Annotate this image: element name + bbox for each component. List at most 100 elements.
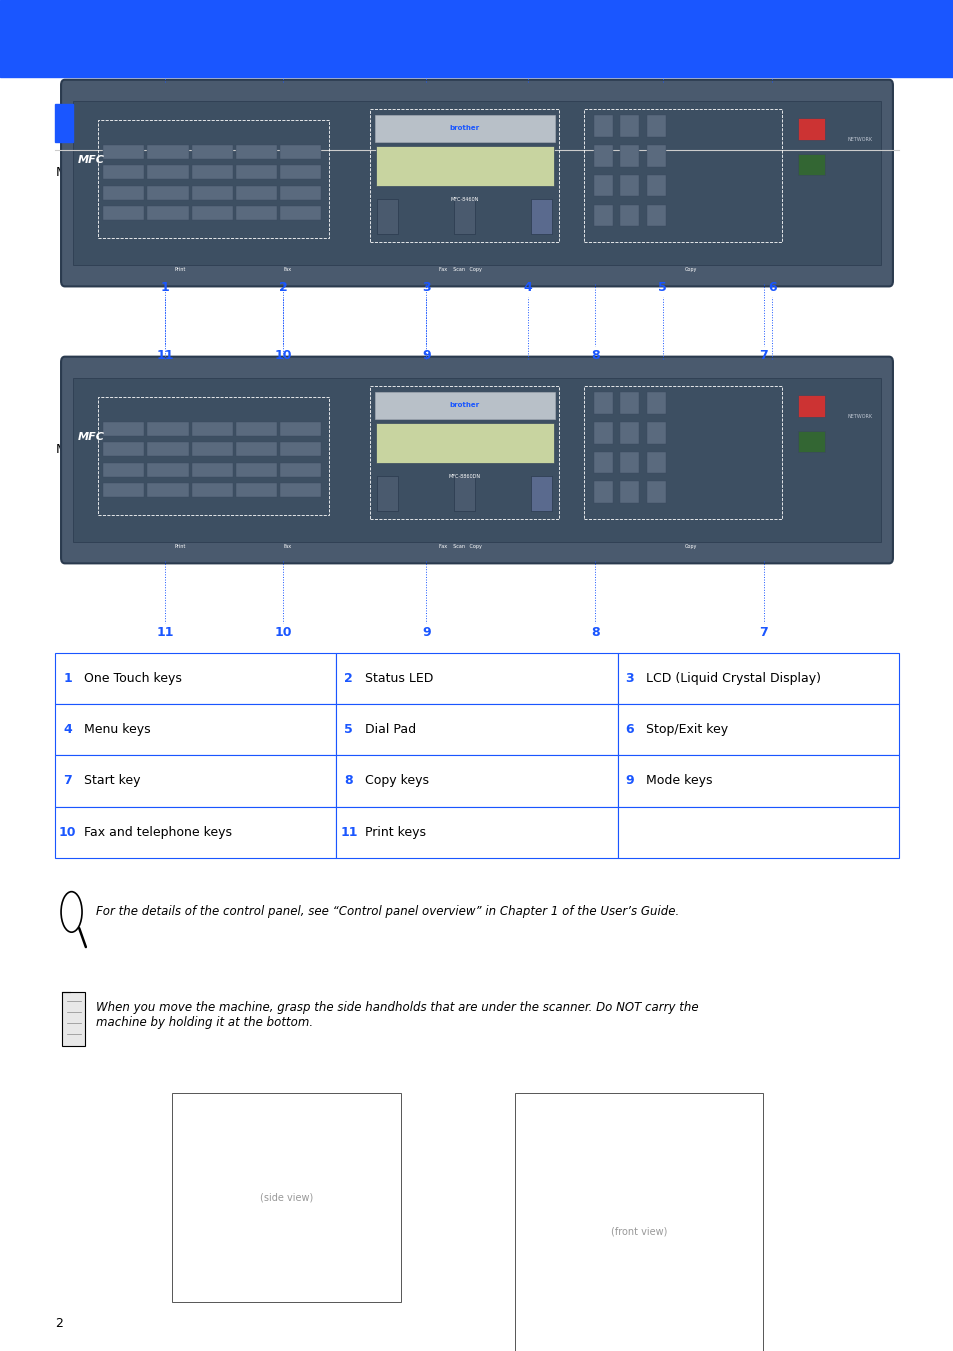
Bar [192,165,233,180]
Bar [235,165,277,180]
Bar [619,422,639,443]
Bar [280,186,321,200]
Bar [619,115,639,136]
Bar [646,392,665,413]
Text: 10: 10 [274,349,292,362]
Bar [798,431,824,453]
Text: 7: 7 [63,774,72,788]
Bar [593,481,612,503]
Text: 10: 10 [274,626,292,639]
Bar [798,154,824,176]
Text: LCD (Liquid Crystal Display): LCD (Liquid Crystal Display) [645,671,821,685]
FancyBboxPatch shape [61,357,892,563]
Bar [530,199,551,234]
Text: 2: 2 [278,4,287,18]
Bar [336,755,617,807]
Bar [646,481,665,503]
Text: 11: 11 [339,825,357,839]
Bar [103,442,144,457]
Bar [646,451,665,473]
Bar [103,186,144,200]
Text: 2: 2 [344,671,353,685]
Bar [593,145,612,166]
Bar [235,145,277,158]
Bar [192,463,233,477]
Bar [370,385,558,519]
Bar [103,145,144,158]
Bar [617,704,898,755]
Bar [377,476,398,511]
Bar [619,174,639,196]
Bar [55,653,336,704]
Text: 9: 9 [421,626,430,639]
Text: 10: 10 [59,825,76,839]
Text: (front view): (front view) [610,1227,667,1236]
Bar [515,1093,762,1351]
Text: MFC: MFC [77,431,104,442]
Text: 3: 3 [421,4,430,18]
Text: 9: 9 [625,774,634,788]
Bar [192,442,233,457]
Bar [646,174,665,196]
Bar [172,1093,400,1302]
Bar [583,108,781,242]
Text: Copy: Copy [684,543,697,549]
Text: MFC-8860DN: MFC-8860DN [448,474,480,478]
Text: 5: 5 [344,723,353,736]
Text: Copy: Copy [684,266,697,272]
Text: 2: 2 [55,1317,63,1331]
Text: Fax    Scan   Copy: Fax Scan Copy [438,266,481,272]
Bar [530,476,551,511]
Bar [336,807,617,858]
Bar [147,463,189,477]
Text: 3: 3 [625,671,634,685]
Bar [454,476,475,511]
Bar [646,422,665,443]
Bar [192,186,233,200]
Bar [593,204,612,226]
Bar [147,165,189,180]
Bar [280,145,321,158]
Bar [235,484,277,497]
Text: 1: 1 [160,281,170,295]
Text: Start key: Start key [84,774,140,788]
Bar [617,807,898,858]
Text: MFC-8860DN: MFC-8860DN [55,443,137,457]
Bar [280,165,321,180]
Bar [593,174,612,196]
Text: 5: 5 [658,4,666,18]
Bar [98,120,329,238]
Bar [280,207,321,220]
Text: 1: 1 [160,4,170,18]
Bar [798,396,824,417]
Bar [98,397,329,515]
Bar [103,165,144,180]
Bar [62,992,85,1046]
Bar [192,145,233,158]
Bar [593,115,612,136]
Bar [593,422,612,443]
Text: When you move the machine, grasp the side handholds that are under the scanner. : When you move the machine, grasp the sid… [96,1001,699,1028]
Bar [454,199,475,234]
Bar [72,101,881,265]
Bar [103,422,144,435]
Bar [583,385,781,519]
Bar [280,442,321,457]
Bar [280,484,321,497]
Text: 4: 4 [522,4,532,18]
Text: MFC: MFC [77,154,104,165]
Bar [280,463,321,477]
Text: Control Panel: Control Panel [82,104,376,142]
Bar [103,463,144,477]
Text: NETWORK: NETWORK [847,415,872,419]
Bar [619,392,639,413]
Bar [192,422,233,435]
Text: Fax    Scan   Copy: Fax Scan Copy [438,543,481,549]
Text: 7: 7 [759,349,767,362]
Text: For the details of the control panel, see “Control panel overview” in Chapter 1 : For the details of the control panel, se… [96,905,679,919]
Text: Print: Print [174,543,186,549]
Bar [235,207,277,220]
Bar [55,704,336,755]
Text: Stop/Exit key: Stop/Exit key [645,723,727,736]
Bar [593,392,612,413]
